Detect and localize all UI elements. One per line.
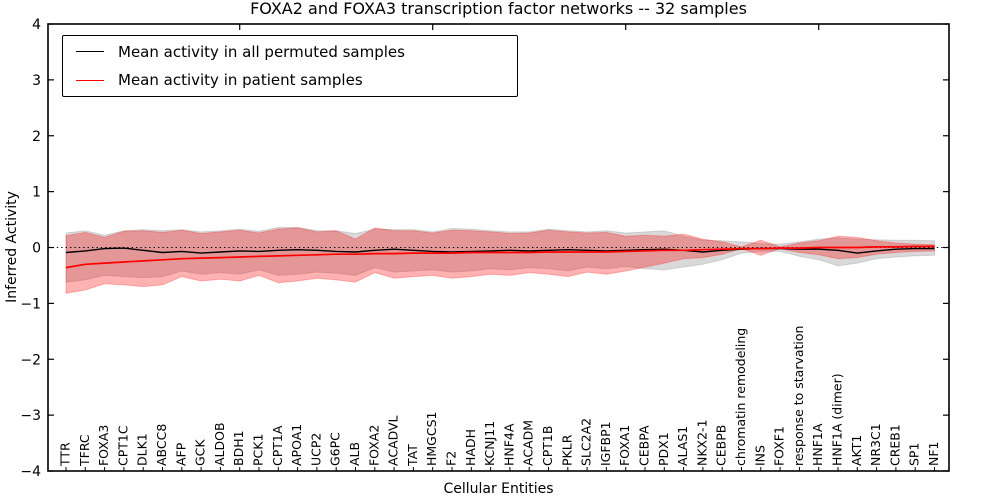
legend-label: Mean activity in all permuted samples [118, 42, 405, 61]
x-tick-label: ALB [347, 442, 362, 466]
x-tick-label: HMGCS1 [424, 412, 439, 467]
x-tick-label: TFRC [77, 434, 92, 467]
x-tick-label: CEBPB [714, 425, 729, 466]
x-tick-label: TAT [405, 444, 420, 467]
x-tick-label: CEBPA [637, 425, 652, 466]
x-axis-label: Cellular Entities [443, 481, 554, 497]
y-tick-label: −2 [20, 352, 41, 368]
x-tick-label: AFP [173, 442, 188, 466]
x-tick-label: NKX2-1 [694, 419, 709, 466]
x-tick-label: TTR [58, 442, 73, 467]
x-tick-label: HNF1A (dimer) [830, 373, 845, 466]
x-tick-label: CPT1A [270, 425, 285, 466]
x-tick-label: PCK1 [251, 434, 266, 466]
x-tick-label: NF1 [926, 442, 941, 467]
x-tick-label: GCK [193, 439, 208, 466]
y-tick-label: −1 [20, 296, 41, 312]
band-permuted-range [65, 226, 935, 283]
x-tick-label: APOA1 [289, 424, 304, 466]
y-tick-label: −4 [20, 464, 41, 480]
x-tick-label: F2 [444, 451, 459, 466]
x-tick-label: CPT1B [540, 426, 555, 466]
x-tick-label: ALAS1 [675, 426, 690, 466]
y-tick-label: −3 [20, 408, 41, 424]
x-tick-label: chromatin remodeling [733, 328, 748, 466]
legend-label: Mean activity in patient samples [118, 71, 363, 90]
x-tick-label: HNF4A [501, 423, 516, 466]
line-patient-mean [65, 245, 935, 269]
x-tick-label: ABCC8 [154, 424, 169, 466]
band-patient-range [65, 227, 935, 294]
x-tick-label: FOXA3 [96, 425, 111, 466]
y-tick-label: 3 [32, 73, 41, 89]
x-tick-label: HNF1A [810, 423, 825, 466]
legend-line-swatch-black [76, 51, 104, 53]
x-tick-label: FOXF1 [772, 426, 787, 466]
x-tick-label: CPT1C [115, 425, 130, 466]
y-tick-label: 4 [32, 17, 41, 33]
x-tick-label: ACADM [521, 420, 536, 466]
x-tick-label: SLC2A2 [579, 418, 594, 466]
x-tick-label: UCP2 [308, 433, 323, 466]
x-tick-label: INS [752, 445, 767, 466]
x-tick-label: ACADVL [386, 415, 401, 466]
legend-entry-permuted: Mean activity in all permuted samples [63, 39, 517, 65]
x-tick-label: NR3C1 [868, 423, 883, 466]
x-tick-label: FOXA1 [617, 425, 632, 466]
legend-line-swatch-red [76, 79, 104, 81]
x-tick-label: FOXA2 [366, 425, 381, 466]
x-tick-label: response to starvation [791, 326, 806, 467]
x-tick-label: PKLR [559, 434, 574, 466]
x-tick-label: AKT1 [849, 435, 864, 466]
x-tick-label: ALDOB [212, 422, 227, 466]
legend: Mean activity in all permuted samples Me… [62, 35, 518, 97]
x-tick-label: SP1 [907, 443, 922, 466]
y-tick-label: 1 [32, 185, 41, 201]
x-tick-label: G6PC [328, 432, 343, 466]
chart-title: FOXA2 and FOXA3 transcription factor net… [250, 0, 747, 18]
y-tick-label: 2 [32, 129, 41, 145]
x-tick-label: KCNJ11 [482, 421, 497, 466]
x-tick-label: IGFBP1 [598, 421, 613, 466]
x-tick-label: PDX1 [656, 432, 671, 466]
x-tick-label: CREB1 [887, 424, 902, 466]
plot-frame [47, 23, 950, 472]
y-tick-label: 0 [32, 241, 41, 257]
x-tick-label: BDH1 [231, 430, 246, 466]
x-tick-label: HADH [463, 429, 478, 466]
legend-entry-patient: Mean activity in patient samples [63, 67, 517, 93]
x-tick-label: DLK1 [135, 433, 150, 466]
y-axis-label: Inferred Activity [4, 191, 20, 303]
